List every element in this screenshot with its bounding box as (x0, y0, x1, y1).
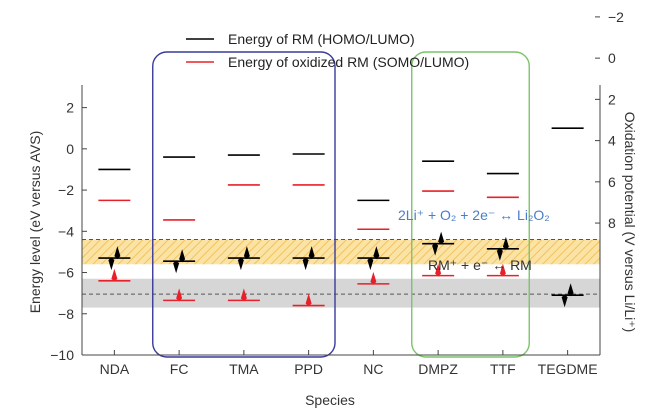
y2-tick-label: 6 (608, 174, 616, 190)
x-tick-label-fc: FC (170, 361, 189, 377)
highlight-box-dmpz-ttf (411, 51, 530, 358)
y2-tick-label: 4 (608, 133, 616, 149)
oxidized-somo-fc-spin-up (176, 288, 183, 302)
li2o2-potential-band (82, 239, 600, 265)
rm-homo-ppd-spin-down (302, 257, 309, 271)
y-tick-label: −10 (50, 347, 74, 363)
legend-label-oxidized-rm: Energy of oxidized RM (SOMO/LUMO) (228, 54, 469, 70)
y-tick-label: −8 (58, 306, 74, 322)
y2-tick-label: 2 (608, 91, 616, 107)
rm-homo-dmpz-spin-up (438, 231, 445, 245)
rm-homo-nc-spin-down (367, 257, 374, 271)
y-tick-label: −4 (58, 223, 74, 239)
y-axis-title: Energy level (eV versus AVS) (27, 131, 43, 314)
rm-homo-ttf-spin-up (502, 236, 509, 250)
rm-redox-band (82, 278, 600, 308)
rm-homo-nc-spin-up (373, 246, 380, 260)
rm-homo-fc-spin-down (173, 260, 180, 274)
oxidized-somo-dmpz-spin-up (435, 263, 442, 277)
annotation-li2o2-reaction: 2Li⁺ + O₂ + 2e⁻ ↔ Li₂O₂ (398, 207, 550, 223)
x-tick-label-dmpz: DMPZ (418, 361, 458, 377)
y2-tick-label: −2 (608, 9, 624, 25)
x-tick-label-ppd: PPD (294, 361, 323, 377)
y2-tick-label: 0 (608, 50, 616, 66)
y-tick-label: −6 (58, 265, 74, 281)
x-tick-label-tegdme: TEGDME (538, 361, 598, 377)
y2-axis-title: Oxidation potential (V versus Li/Li⁺) (622, 112, 638, 333)
oxidized-somo-ttf-spin-up (499, 263, 506, 277)
highlight-box-fc-ppd (152, 51, 336, 358)
x-tick-label-tma: TMA (229, 361, 259, 377)
x-tick-label-ttf: TTF (490, 361, 516, 377)
legend-label-rm: Energy of RM (HOMO/LUMO) (228, 31, 415, 47)
rm-homo-nda-spin-down (108, 257, 115, 271)
oxidized-somo-nda-spin-up (111, 268, 118, 282)
annotation-rm-redox: RM⁺ + e⁻ ↔ RM (428, 257, 532, 273)
y-tick-label: −2 (58, 182, 74, 198)
rm-homo-fc-spin-up (179, 249, 186, 263)
y-tick-label: 2 (66, 100, 74, 116)
rm-homo-nda-spin-up (114, 246, 121, 260)
oxidized-somo-nc-spin-up (370, 271, 377, 285)
rm-homo-ppd-spin-up (308, 246, 315, 260)
rm-homo-tma-spin-up (243, 246, 250, 260)
x-tick-label-nc: NC (363, 361, 383, 377)
rm-homo-dmpz-spin-down (432, 242, 439, 256)
rm-homo-tma-spin-down (237, 257, 244, 271)
oxidized-somo-tma-spin-up (240, 288, 247, 302)
y2-tick-label: 8 (608, 215, 616, 231)
rm-homo-tegdme-spin-up (567, 283, 574, 297)
x-tick-label-nda: NDA (100, 361, 130, 377)
x-axis-title: Species (305, 392, 355, 408)
rm-homo-ttf-spin-down (496, 247, 503, 261)
rm-homo-tegdme-spin-down (561, 294, 568, 308)
y-tick-label: 0 (66, 141, 74, 157)
oxidized-somo-ppd-spin-up (305, 293, 312, 307)
